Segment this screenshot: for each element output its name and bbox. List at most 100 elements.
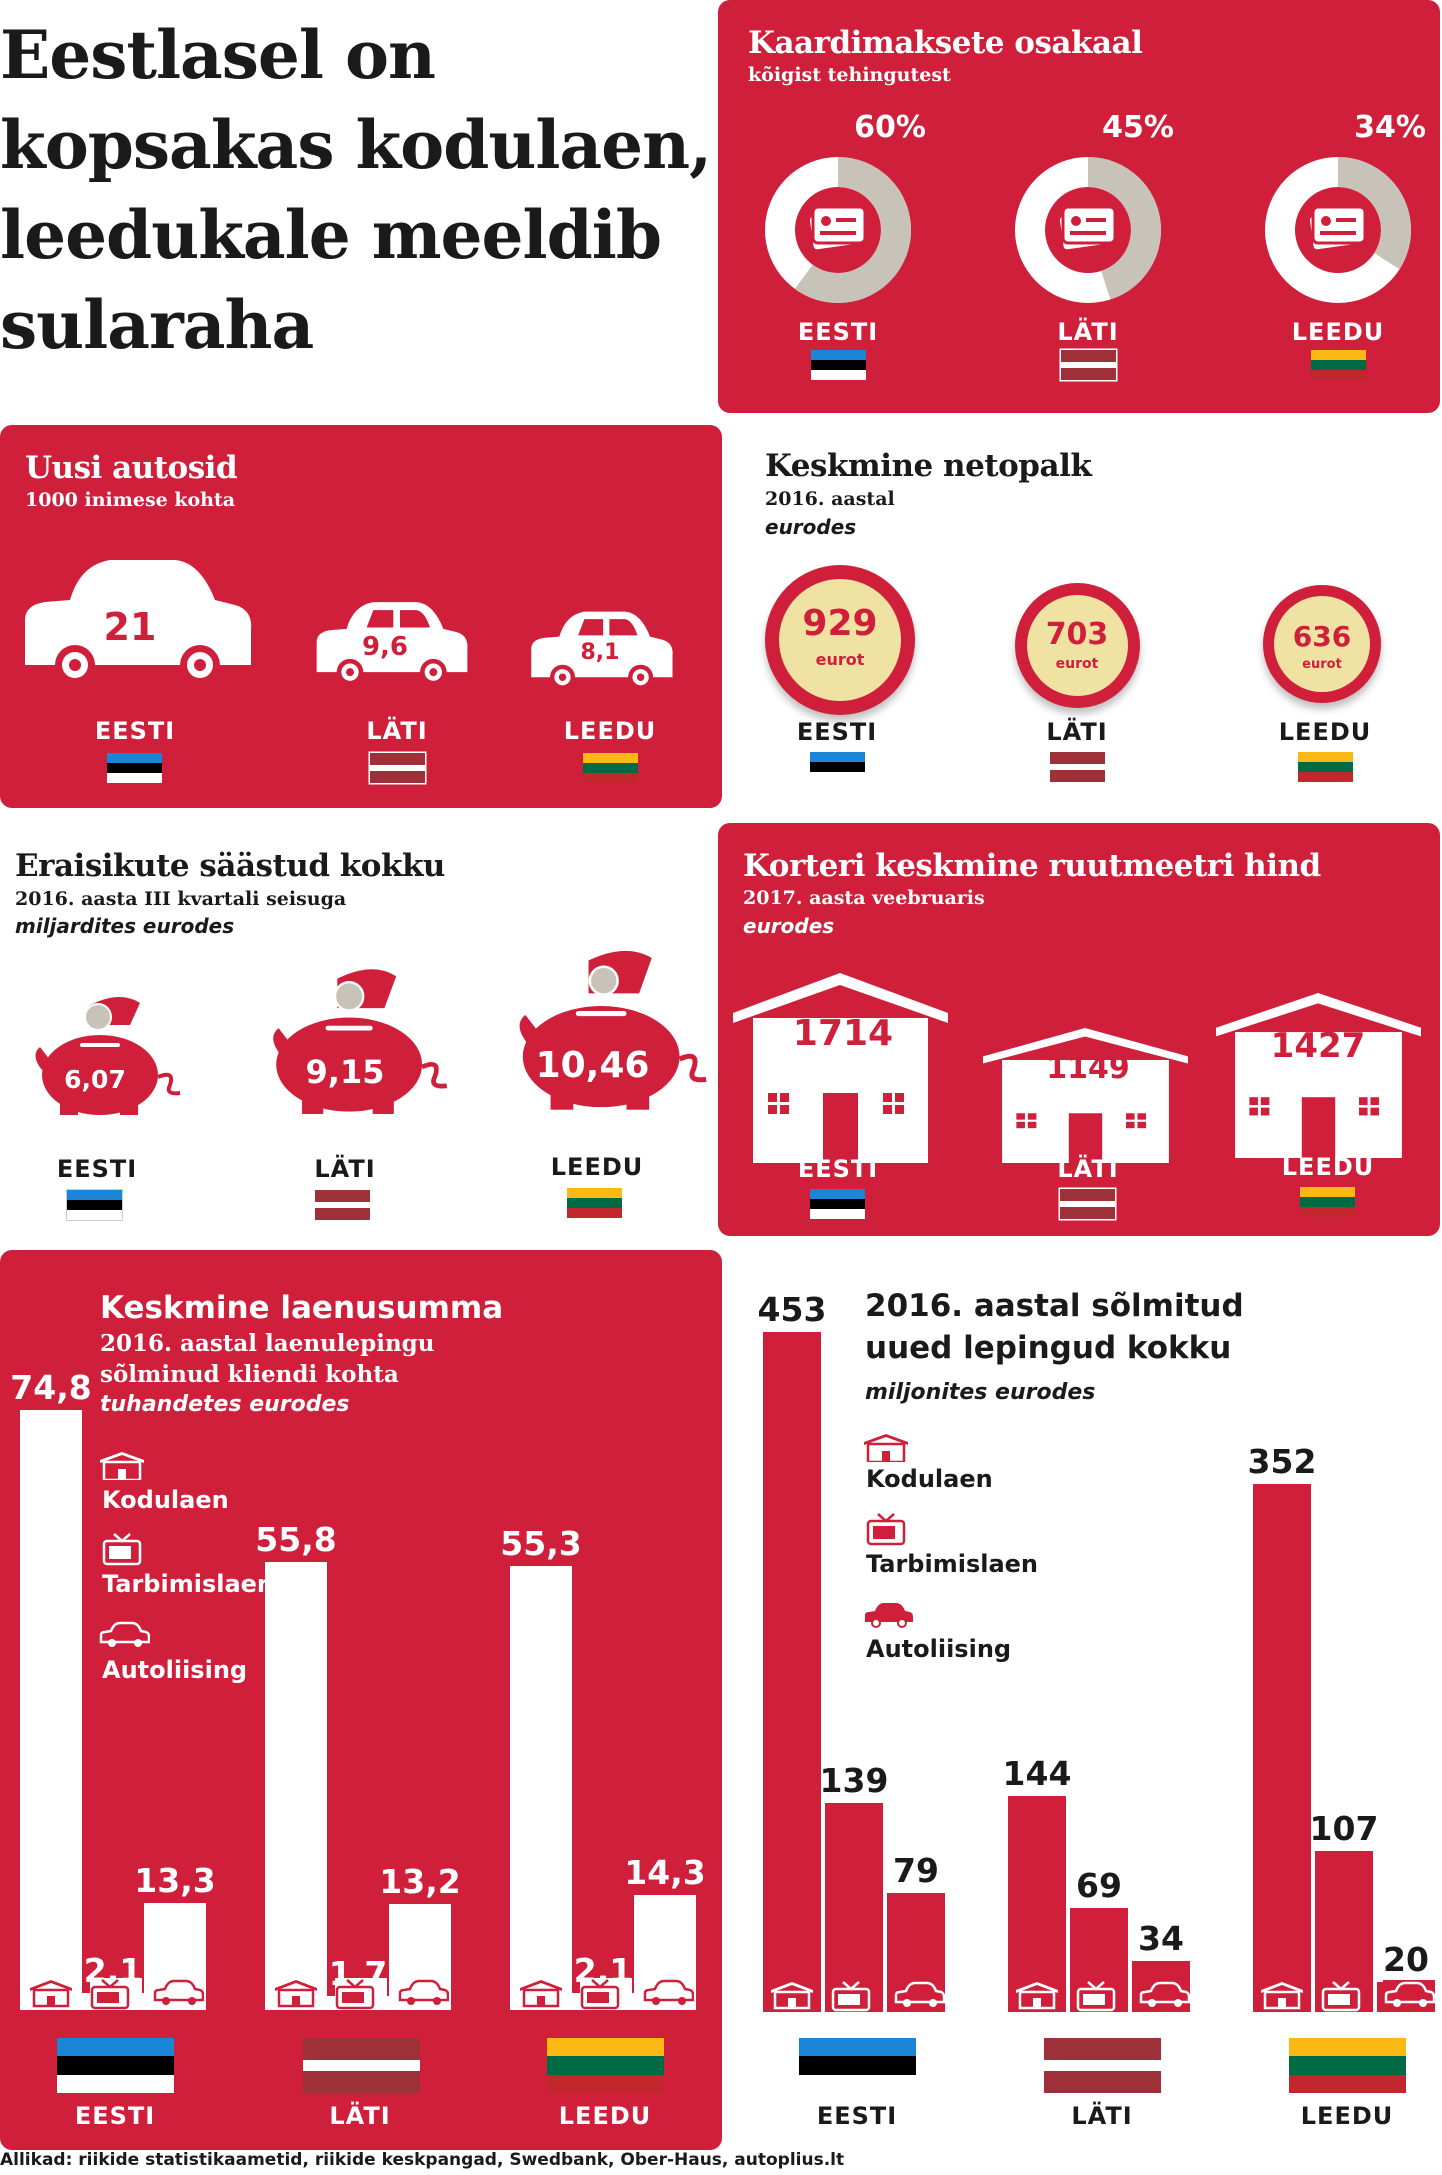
bar-value-label: 34 xyxy=(1138,1918,1184,1958)
loan-average-title: Keskmine laenusumma xyxy=(100,1290,504,1326)
card-payments-title: Kaardimaksete osakaal xyxy=(748,25,1143,61)
bar-value-label: 352 xyxy=(1247,1441,1317,1481)
card-share-donut xyxy=(765,157,911,303)
apartment-price-panel: Korteri keskmine ruutmeetri hind 2017. a… xyxy=(718,823,1440,1236)
bar-value-label: 13,3 xyxy=(134,1861,216,1901)
house-icon xyxy=(983,1028,1188,1163)
card-share-value: 34% xyxy=(1354,110,1426,145)
bar-value-label: 74,8 xyxy=(10,1368,92,1407)
car-value: 21 xyxy=(103,605,157,649)
flag-latvia xyxy=(370,753,425,783)
headline-line: sularaha xyxy=(0,286,314,364)
apartment-price-unit: eurodes xyxy=(743,914,835,938)
price-value: 1427 xyxy=(1270,1026,1366,1066)
car-icon xyxy=(531,611,673,690)
house-icon xyxy=(518,1978,570,2010)
bar xyxy=(510,1566,572,2010)
flag-estonia xyxy=(811,350,866,380)
loan-average-unit: tuhandetes eurodes xyxy=(100,1392,350,1417)
house-icon xyxy=(273,1978,325,2010)
legend-label: Tarbimislaen xyxy=(866,1550,1039,1578)
credit-card-icon xyxy=(806,205,867,253)
tv-icon xyxy=(102,1533,142,1566)
bar-value-label: 55,8 xyxy=(255,1520,337,1560)
bar-value-label: 55,3 xyxy=(500,1524,582,1564)
flag-estonia xyxy=(799,2038,916,2093)
new-contracts-unit: miljonites eurodes xyxy=(865,1380,1096,1405)
salary-unit-label: eurot xyxy=(815,650,865,669)
bar xyxy=(20,1410,82,2010)
tv-icon xyxy=(90,1978,142,2010)
country-label: LÄTI xyxy=(1046,718,1108,746)
bar-value-label: 20 xyxy=(1383,1939,1429,1979)
tv-icon xyxy=(831,1980,883,2012)
bar-value-label: 107 xyxy=(1309,1809,1379,1849)
legend-label: Kodulaen xyxy=(102,1486,229,1514)
legend-label: Kodulaen xyxy=(866,1465,993,1493)
car-small-icon xyxy=(642,1978,695,2010)
coin-icon xyxy=(1015,583,1140,708)
headline: Eestlasel on kopsakas kodulaen, leedukal… xyxy=(0,10,712,370)
country-label: LÄTI xyxy=(1057,1155,1119,1183)
piggy-bank-icon xyxy=(519,950,707,1110)
bar xyxy=(825,1803,883,2012)
net-salary-title: Keskmine netopalk xyxy=(765,448,1092,484)
new-cars-title: Uusi autosid xyxy=(25,450,238,486)
new-contracts-title-1: 2016. aastal sõlmitud xyxy=(865,1288,1244,1324)
tv-icon xyxy=(335,1978,387,2010)
tv-icon xyxy=(1321,1980,1373,2012)
country-label: EESTI xyxy=(56,1155,138,1183)
car-icon xyxy=(25,560,252,685)
car-small-icon xyxy=(1383,1980,1436,2012)
bar-value-label: 139 xyxy=(819,1761,889,1801)
house-icon xyxy=(100,1452,144,1480)
bar-value-label: 13,2 xyxy=(379,1862,461,1902)
country-label: LEEDU xyxy=(1291,318,1385,346)
flag-estonia xyxy=(57,2038,174,2093)
legend-label: Autoliising xyxy=(102,1656,248,1684)
car-small-icon xyxy=(152,1978,205,2010)
country-label: LEEDU xyxy=(1281,1153,1375,1181)
flag-lithuania xyxy=(547,2038,664,2093)
country-label: EESTI xyxy=(796,718,878,746)
country-label: LEEDU xyxy=(1300,2102,1394,2130)
salary-value: 929 xyxy=(802,603,878,644)
coin-icon xyxy=(765,565,915,715)
country-label: LÄTI xyxy=(1071,2102,1133,2130)
flag-estonia xyxy=(67,1190,122,1220)
house-icon xyxy=(1014,1980,1066,2012)
new-cars-subtitle: 1000 inimese kohta xyxy=(25,489,236,511)
price-value: 1714 xyxy=(792,1013,894,1054)
country-label: EESTI xyxy=(797,318,879,346)
house-icon xyxy=(864,1434,908,1462)
salary-unit-label: eurot xyxy=(1055,656,1099,672)
flag-estonia xyxy=(810,1189,865,1219)
savings-value: 9,15 xyxy=(305,1053,385,1091)
headline-line: Eestlasel on xyxy=(0,16,436,94)
car-value: 8,1 xyxy=(580,640,620,665)
flag-estonia xyxy=(107,753,162,783)
flag-estonia xyxy=(810,752,865,782)
tv-icon xyxy=(1076,1980,1128,2012)
country-label: EESTI xyxy=(94,717,176,745)
house-icon xyxy=(769,1980,821,2012)
flag-latvia xyxy=(303,2038,420,2093)
tv-icon xyxy=(580,1978,632,2010)
flag-latvia xyxy=(1050,752,1105,782)
country-label: LÄTI xyxy=(314,1155,376,1183)
card-share-value: 45% xyxy=(1102,110,1174,145)
savings-subtitle: 2016. aasta III kvartali seisuga xyxy=(15,888,347,910)
bar xyxy=(265,1562,327,2010)
headline-line: kopsakas kodulaen, xyxy=(0,106,712,184)
flag-latvia xyxy=(315,1190,370,1220)
country-label: EESTI xyxy=(74,2102,156,2130)
price-value: 1149 xyxy=(1046,1051,1130,1086)
flag-lithuania xyxy=(567,1188,622,1218)
bar xyxy=(1008,1795,1066,2012)
bar-value-label: 453 xyxy=(757,1290,827,1329)
bar-value-label: 144 xyxy=(1002,1753,1072,1793)
country-label: LEEDU xyxy=(1278,718,1372,746)
flag-lithuania xyxy=(1311,350,1366,380)
salary-value: 703 xyxy=(1045,617,1109,652)
savings-title: Eraisikute säästud kokku xyxy=(15,848,445,884)
